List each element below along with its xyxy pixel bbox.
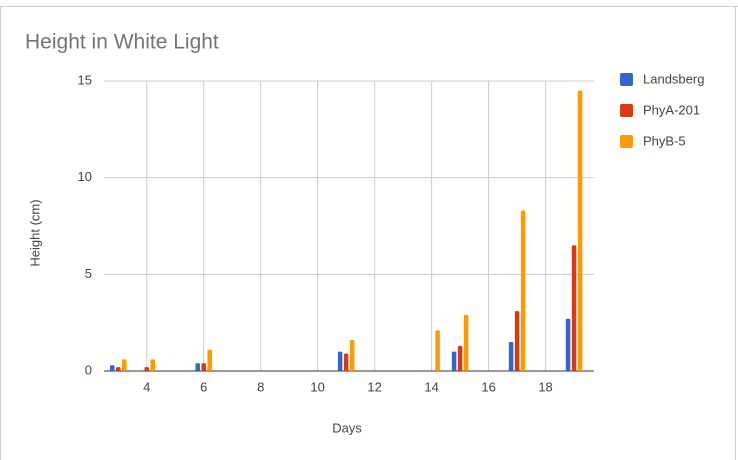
legend-swatch [620, 104, 633, 117]
bar [195, 363, 200, 371]
bar [144, 367, 149, 371]
bar [463, 314, 469, 371]
bar [520, 210, 526, 371]
x-tick-label: 16 [481, 379, 495, 394]
x-tick-label: 4 [143, 379, 150, 394]
legend-swatch [620, 73, 633, 86]
x-tick-label: 6 [200, 379, 207, 394]
bar [201, 363, 206, 371]
bar [435, 330, 440, 371]
bar [457, 345, 463, 371]
x-axis-label: Days [332, 420, 362, 435]
bar [343, 353, 349, 371]
x-tick-label: 12 [367, 379, 381, 394]
bar [349, 340, 355, 371]
y-tick-label: 15 [78, 72, 92, 87]
bar [115, 367, 121, 371]
bar [571, 245, 577, 371]
legend-label: PhyA-201 [643, 102, 700, 117]
legend-swatch [620, 135, 633, 148]
bar [577, 90, 583, 372]
bar [207, 349, 212, 371]
chart-title: Height in White Light [25, 31, 219, 54]
bar [565, 318, 571, 371]
bar [121, 359, 127, 371]
y-axis-label: Height (cm) [27, 199, 42, 266]
y-tick-label: 10 [78, 169, 92, 184]
x-tick-label: 8 [257, 379, 264, 394]
bar [109, 365, 115, 371]
x-tick-label: 14 [424, 379, 438, 394]
bar [514, 311, 520, 371]
legend-label: PhyB-5 [643, 133, 686, 148]
bar [337, 351, 343, 371]
legend-label: Landsberg [643, 71, 704, 86]
x-tick-label: 18 [538, 379, 552, 394]
x-tick-label: 10 [310, 379, 324, 394]
bar [508, 342, 514, 371]
bar [451, 351, 457, 371]
y-tick-label: 0 [85, 362, 92, 377]
bar [150, 359, 155, 371]
y-tick-label: 5 [85, 266, 92, 281]
